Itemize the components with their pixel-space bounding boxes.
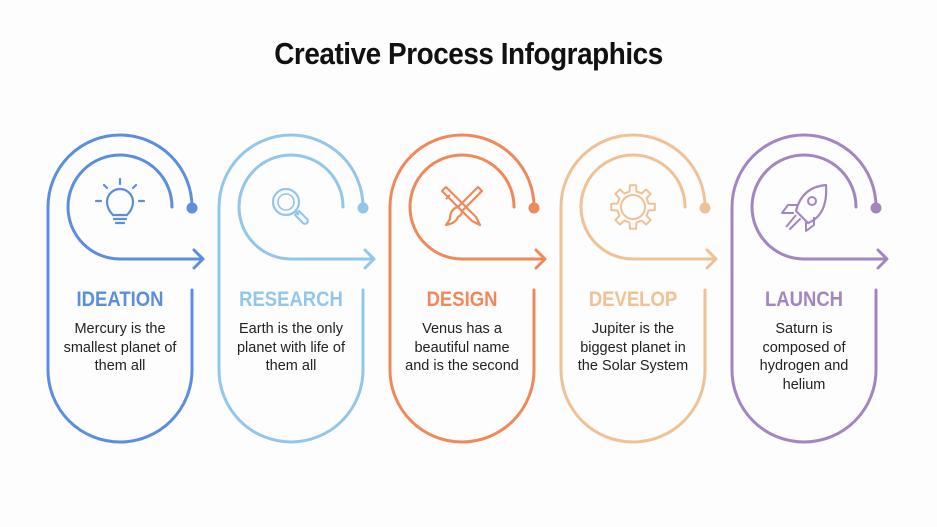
inner-loop-arrow-line	[579, 153, 717, 261]
step-title-launch: LAUNCH	[764, 288, 844, 311]
inner-loop-arrow-line	[408, 153, 546, 261]
pencil-brush-icon	[440, 185, 484, 227]
outer-loop-line	[217, 133, 365, 444]
gear-icon	[610, 184, 656, 230]
outer-loop-line	[46, 133, 194, 444]
step-card-ideation	[46, 133, 205, 444]
inner-loop-arrow-line	[750, 153, 888, 261]
endpoint-dot	[528, 202, 540, 214]
step-description-launch: Saturn is composed of hydrogen and heliu…	[759, 321, 849, 393]
step-card-research	[217, 133, 376, 444]
outer-loop-line	[559, 133, 707, 444]
step-title-develop: DEVELOP	[588, 288, 678, 311]
step-description-develop: Jupiter is the biggest planet in the Sol…	[577, 321, 689, 374]
arrowhead-icon	[705, 248, 718, 270]
endpoint-dot	[186, 202, 198, 214]
inner-loop-arrow-line	[66, 153, 204, 261]
outer-loop-line	[388, 133, 536, 444]
outer-loop-line	[730, 133, 878, 444]
step-title-research: RESEARCH	[239, 288, 343, 311]
step-card-design	[388, 133, 547, 444]
step-description-ideation: Mercury is the smallest planet of them a…	[63, 321, 177, 374]
arrowhead-icon	[192, 248, 205, 270]
step-description-research: Earth is the only planet with life of th…	[236, 321, 345, 374]
step-title-design: DESIGN	[426, 288, 498, 311]
lightbulb-icon	[94, 177, 146, 225]
step-title-ideation: IDEATION	[76, 288, 164, 311]
endpoint-dot	[870, 202, 882, 214]
step-description-design: Venus has a beautiful name and is the se…	[405, 321, 519, 374]
rocket-icon	[781, 183, 828, 232]
endpoint-dot	[357, 202, 369, 214]
arrowhead-icon	[363, 248, 376, 270]
page-title: Creative Process Infographics	[274, 36, 663, 71]
arrowhead-icon	[876, 248, 889, 270]
magnifier-icon	[271, 187, 309, 225]
step-card-launch	[730, 133, 889, 444]
inner-loop-arrow-line	[237, 153, 375, 261]
endpoint-dot	[699, 202, 711, 214]
arrowhead-icon	[534, 248, 547, 270]
step-card-develop	[559, 133, 718, 444]
